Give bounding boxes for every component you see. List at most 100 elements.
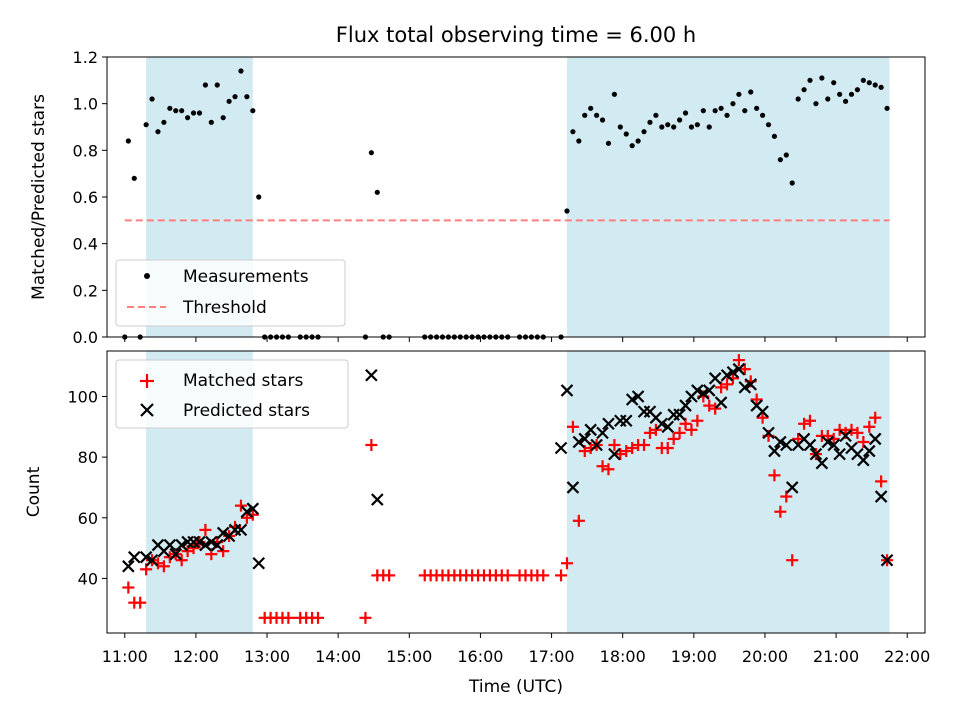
measurements-point bbox=[244, 94, 250, 100]
predicted-stars-point bbox=[762, 426, 775, 440]
predicted-stars-point bbox=[584, 423, 597, 437]
bottom-x-axis: 11:00 12:00 13:00 14:00 15:00 16:00 17:00 18:00… bbox=[102, 633, 930, 666]
predicted-stars-point bbox=[697, 387, 710, 400]
measurements-point bbox=[185, 115, 191, 121]
y-tick-label: 1.2 bbox=[73, 48, 98, 67]
predicted-stars-point bbox=[833, 447, 846, 461]
measurements-point bbox=[155, 129, 161, 135]
measurements-point bbox=[765, 122, 772, 128]
top-legend: Measurements Threshold bbox=[115, 259, 346, 327]
measurements-point bbox=[831, 80, 837, 86]
predicted-stars-point bbox=[821, 435, 835, 449]
matched-stars-point bbox=[187, 542, 200, 555]
measurements-point bbox=[374, 189, 380, 195]
measurements-point bbox=[173, 108, 179, 114]
measurements-point bbox=[694, 122, 700, 128]
matched-stars-point bbox=[359, 611, 372, 624]
y-tick-label: 60 bbox=[78, 509, 98, 528]
matched-stars-point bbox=[661, 442, 674, 455]
y-tick-label: 1.0 bbox=[73, 95, 98, 114]
measurements-point bbox=[611, 91, 617, 97]
predicted-stars-point bbox=[655, 417, 669, 431]
measurements-point bbox=[623, 131, 629, 137]
measurements-point bbox=[196, 110, 203, 116]
predicted-stars-point bbox=[815, 456, 829, 470]
measurements-point bbox=[629, 143, 635, 149]
predicted-stars-point bbox=[240, 505, 254, 518]
measurements-point bbox=[161, 119, 167, 125]
predicted-stars-point bbox=[702, 384, 716, 397]
measurements-point bbox=[842, 98, 849, 104]
top-y-axis: 0.0 0.2 0.4 0.6 0.8 1.0 1.2 bbox=[73, 48, 107, 347]
measurements-point bbox=[588, 105, 594, 111]
matched-stars-point bbox=[691, 414, 704, 427]
predicted-stars-point bbox=[708, 372, 722, 385]
measurements-point bbox=[149, 96, 155, 102]
measurements-point bbox=[759, 112, 766, 118]
bottom-axes-frame bbox=[106, 350, 926, 634]
predicted-stars-point bbox=[714, 396, 728, 409]
measurements-point bbox=[167, 105, 173, 111]
measurements-point bbox=[682, 110, 689, 116]
measurements-point bbox=[801, 87, 807, 93]
predicted-stars-point bbox=[169, 547, 183, 561]
matched-stars-point bbox=[383, 569, 396, 582]
matched-stars-point bbox=[709, 402, 722, 415]
measurements-point bbox=[256, 194, 262, 200]
matched-stars-point bbox=[175, 554, 188, 567]
bottom-y-axis: 40 60 80 100 bbox=[67, 387, 107, 588]
y-tick-label: 100 bbox=[67, 387, 98, 406]
matched-stars-point bbox=[199, 523, 212, 536]
measurements-point bbox=[700, 108, 706, 114]
measurements-point bbox=[771, 133, 778, 139]
measurements-point bbox=[878, 84, 884, 90]
x-tick-label: 22:00 bbox=[884, 647, 930, 666]
measurements-point bbox=[742, 108, 748, 114]
y-tick-label: 0.0 bbox=[73, 328, 98, 347]
x-axis-label: Time (UTC) bbox=[468, 677, 563, 697]
chart-title: Flux total observing time = 6.00 h bbox=[336, 23, 696, 47]
predicted-stars-point bbox=[554, 441, 568, 455]
x-tick-label: 18:00 bbox=[600, 647, 646, 666]
y-tick-label: 0.8 bbox=[73, 141, 98, 160]
measurements-point bbox=[665, 122, 671, 128]
x-tick-label: 16:00 bbox=[457, 647, 503, 666]
matched-stars-point bbox=[673, 426, 686, 439]
top-plot-marks bbox=[122, 68, 890, 340]
predicted-stars-point bbox=[874, 490, 888, 503]
predicted-stars-point bbox=[234, 523, 248, 537]
measurements-point bbox=[641, 129, 647, 135]
measurements-point bbox=[777, 157, 783, 163]
measurements-point bbox=[220, 115, 226, 121]
measurements-point bbox=[232, 94, 238, 100]
bottom-legend-box bbox=[115, 359, 349, 429]
matched-stars-point bbox=[282, 611, 295, 624]
legend-matched-marker bbox=[140, 374, 154, 388]
predicted-stars-point bbox=[199, 538, 212, 552]
predicted-stars-point bbox=[122, 560, 135, 573]
measurements-point bbox=[570, 129, 576, 135]
matched-stars-point bbox=[134, 596, 147, 609]
y-tick-label: 0.2 bbox=[73, 281, 98, 300]
measurements-point bbox=[671, 124, 677, 130]
matched-stars-point bbox=[738, 363, 751, 376]
predicted-stars-point bbox=[661, 420, 675, 434]
y-tick-label: 80 bbox=[78, 448, 98, 467]
predicted-stars-point bbox=[252, 556, 266, 570]
measurements-point bbox=[848, 91, 855, 97]
top-highlight-bands bbox=[146, 57, 890, 337]
legend-measurements-marker bbox=[144, 273, 150, 279]
x-tick-label: 15:00 bbox=[386, 647, 432, 666]
matched-stars-point bbox=[780, 490, 793, 503]
predicted-stars-point bbox=[868, 432, 882, 446]
measurements-point bbox=[712, 108, 718, 114]
predicted-stars-point bbox=[673, 408, 686, 421]
matched-stars-point bbox=[786, 554, 799, 567]
matched-stars-point bbox=[721, 378, 734, 391]
predicted-stars-point bbox=[175, 538, 188, 552]
x-tick-label: 11:00 bbox=[102, 647, 148, 666]
measurements-point bbox=[688, 124, 695, 130]
matched-stars-point bbox=[851, 426, 864, 439]
measurements-point bbox=[659, 124, 665, 130]
